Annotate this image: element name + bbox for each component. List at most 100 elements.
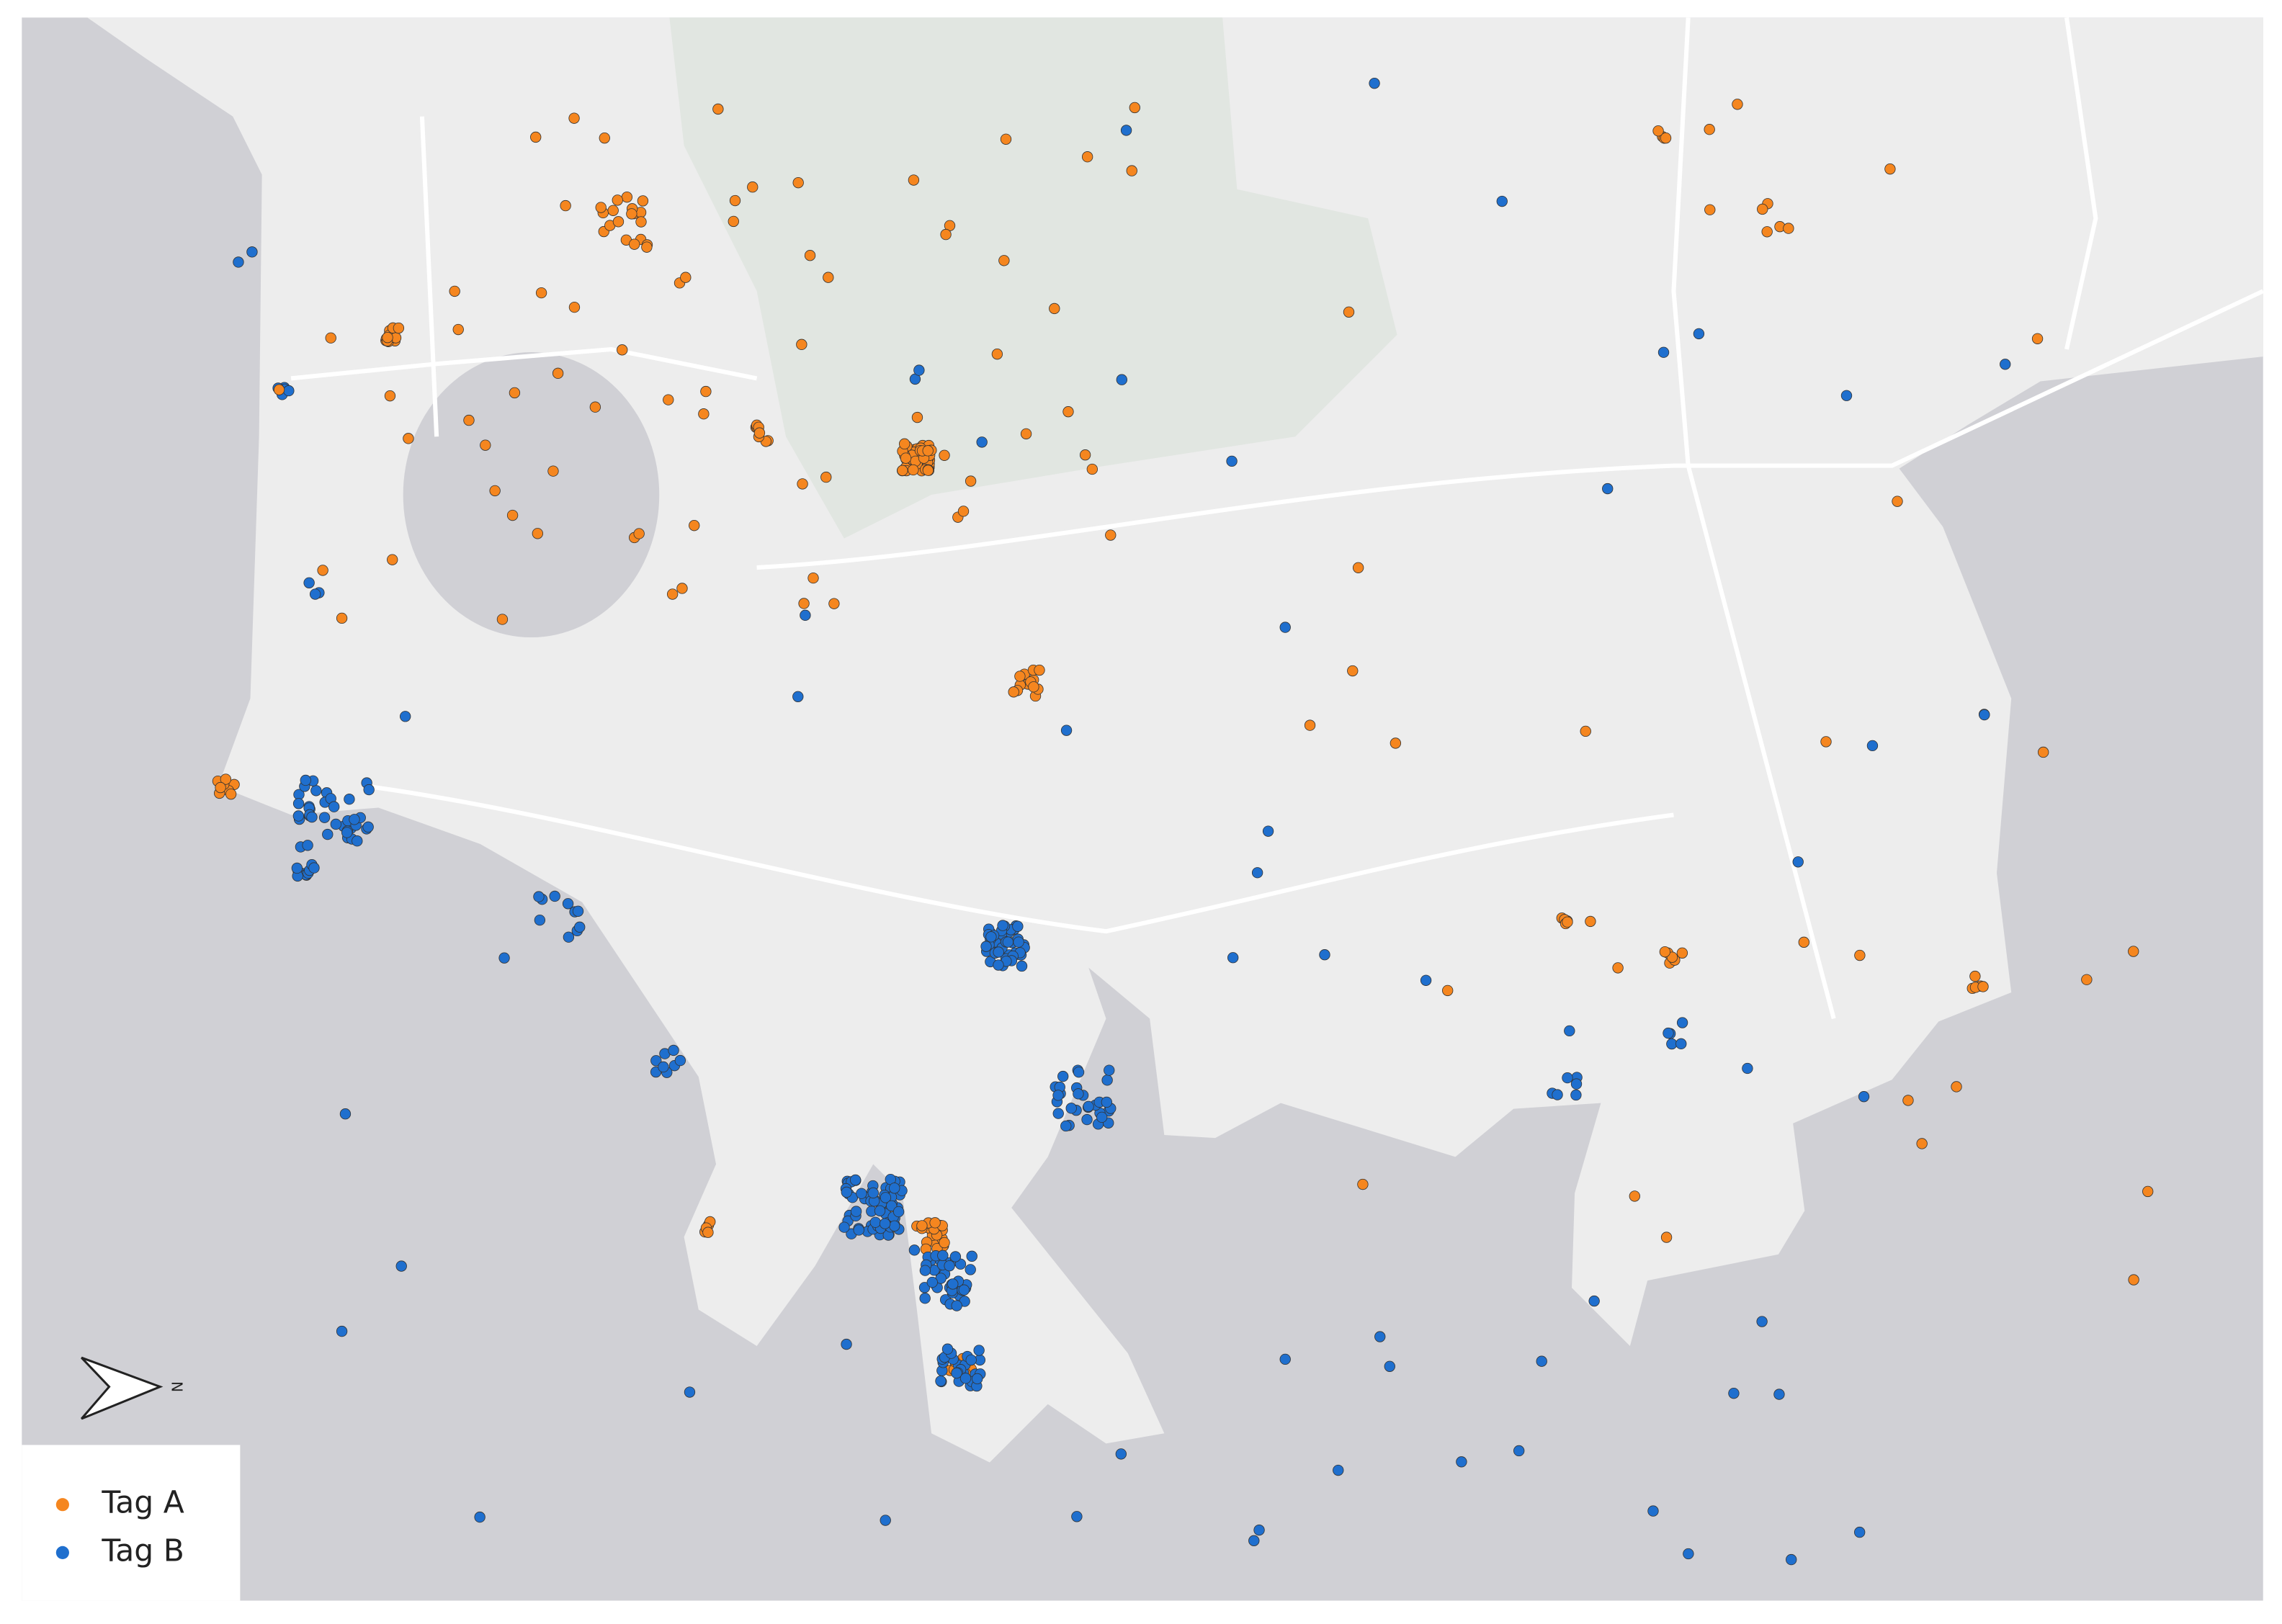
site-point — [322, 828, 334, 840]
site-point — [1279, 622, 1291, 633]
site-point — [1060, 1120, 1072, 1132]
site-point — [804, 250, 816, 261]
site-point — [918, 1282, 931, 1293]
site-point — [976, 436, 988, 448]
site-point — [382, 331, 393, 344]
site-point — [552, 367, 564, 380]
site-point — [1659, 946, 1671, 958]
site-point — [908, 174, 920, 186]
site-point — [1126, 165, 1137, 176]
site-point — [532, 528, 544, 539]
site-point — [972, 1373, 983, 1385]
site-point — [595, 202, 607, 213]
site-point — [869, 1216, 881, 1228]
site-point — [562, 898, 574, 910]
site-point — [1105, 529, 1117, 541]
site-point — [317, 565, 328, 576]
site-point — [1570, 1078, 1583, 1090]
site-point — [841, 1338, 852, 1350]
site-point — [1570, 1089, 1582, 1101]
site-point — [1052, 1108, 1064, 1119]
site-point — [1226, 455, 1238, 467]
site-point — [1369, 78, 1380, 89]
roads — [290, 17, 2265, 1020]
site-point — [1073, 1067, 1085, 1078]
site-point — [336, 1325, 348, 1337]
site-point — [980, 941, 992, 952]
site-point — [641, 241, 653, 253]
site-point — [246, 246, 258, 258]
site-point — [344, 794, 355, 805]
site-point — [509, 387, 521, 399]
site-point — [828, 598, 840, 609]
site-point — [1279, 1353, 1291, 1365]
site-point — [612, 216, 625, 228]
site-point — [926, 1276, 938, 1288]
legend-marker — [55, 1546, 69, 1559]
site-point — [879, 1218, 891, 1229]
site-point — [1693, 328, 1705, 340]
site-point — [1979, 709, 1990, 721]
site-point — [684, 1386, 696, 1398]
site-point — [702, 1226, 714, 1238]
site-point — [2000, 359, 2011, 370]
site-point — [1704, 204, 1716, 215]
site-point — [292, 798, 305, 809]
site-point — [1390, 737, 1402, 749]
site-point — [1456, 1456, 1467, 1468]
site-point — [728, 215, 739, 228]
site-point — [549, 890, 560, 902]
site-point — [1081, 151, 1093, 163]
site-point — [489, 485, 501, 497]
site-point — [680, 272, 692, 283]
site-point — [535, 287, 547, 299]
north-label: N — [168, 1381, 185, 1392]
site-point — [2128, 1274, 2139, 1286]
site-point — [991, 348, 1003, 360]
site-point — [1065, 1103, 1077, 1114]
site-point — [1854, 949, 1866, 961]
site-point — [395, 1260, 407, 1272]
site-point — [935, 1376, 947, 1387]
site-point — [676, 583, 688, 594]
site-point — [629, 238, 640, 250]
site-point — [1101, 1096, 1112, 1108]
site-point — [937, 1250, 949, 1261]
site-point — [563, 931, 575, 943]
site-point — [330, 818, 341, 830]
site-point — [1773, 1389, 1785, 1400]
site-point — [916, 1220, 928, 1232]
site-point — [993, 959, 1004, 971]
site-point — [886, 1200, 898, 1212]
site-point — [1028, 681, 1039, 693]
site-point — [796, 338, 807, 351]
site-point — [560, 199, 571, 212]
site-point — [1840, 390, 1853, 401]
site-point — [530, 131, 542, 143]
site-point — [292, 810, 305, 822]
site-point — [1081, 1113, 1093, 1126]
legend-marker — [55, 1498, 69, 1512]
site-point — [965, 1354, 977, 1366]
site-point — [1742, 1062, 1753, 1075]
site-point — [965, 1264, 976, 1275]
site-point — [993, 946, 1004, 958]
site-point — [1253, 1524, 1265, 1536]
site-point — [919, 1293, 931, 1304]
site-point — [328, 801, 340, 812]
site-point — [911, 411, 923, 423]
site-point — [939, 1237, 950, 1249]
site-point — [965, 475, 977, 487]
site-point — [393, 322, 405, 334]
site-point — [1374, 1331, 1386, 1342]
site-point — [1820, 736, 1832, 748]
site-point — [1585, 915, 1596, 928]
site-point — [889, 1220, 900, 1232]
site-point — [225, 788, 237, 800]
site-point — [856, 1188, 867, 1199]
site-point — [349, 814, 360, 825]
site-point — [1057, 1070, 1069, 1082]
site-point — [1116, 374, 1128, 385]
site-point — [498, 952, 510, 964]
site-point — [1012, 920, 1024, 932]
